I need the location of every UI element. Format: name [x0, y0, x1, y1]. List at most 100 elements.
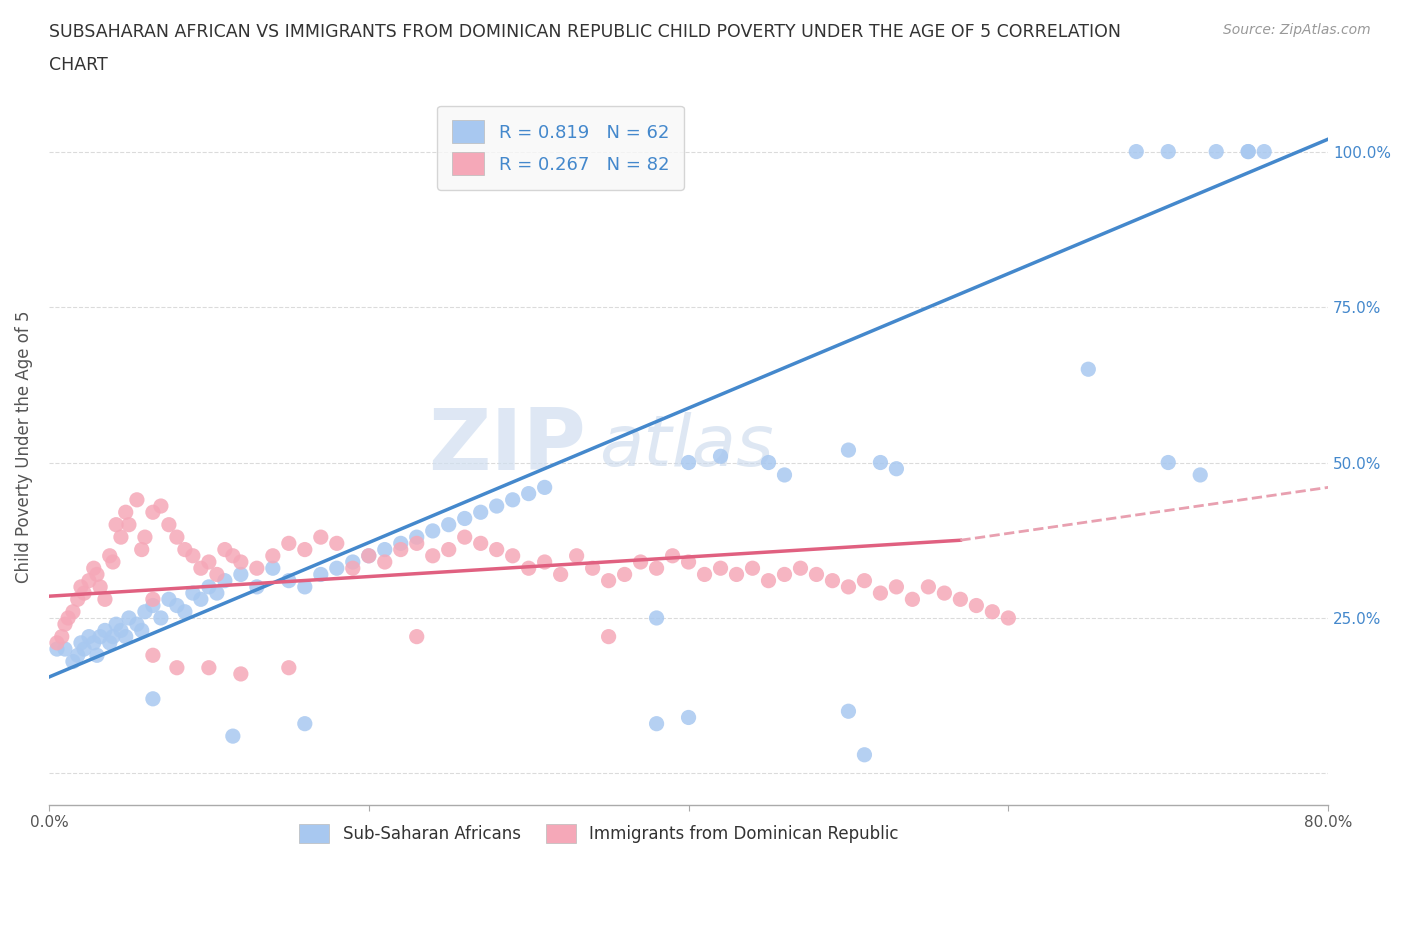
Point [454, 530, 477, 545]
Point [46, 642, 69, 657]
Point [53, 617, 76, 631]
Point [533, 480, 555, 495]
Point [77, 573, 100, 588]
Point [83, 635, 105, 650]
Point [1125, 144, 1147, 159]
Point [134, 604, 156, 619]
Point [83, 561, 105, 576]
Point [437, 517, 460, 532]
Point [198, 660, 221, 675]
Point [105, 517, 128, 532]
Point [342, 561, 364, 576]
Point [246, 579, 269, 594]
Point [997, 610, 1019, 625]
Point [277, 660, 299, 675]
Point [222, 729, 245, 744]
Point [901, 591, 924, 606]
Point [222, 549, 245, 564]
Point [949, 591, 972, 606]
Point [598, 630, 620, 644]
Point [758, 455, 780, 470]
Point [806, 567, 828, 582]
Point [678, 455, 700, 470]
Point [550, 567, 572, 582]
Point [229, 567, 252, 582]
Point [149, 610, 172, 625]
Point [86, 567, 108, 582]
Point [66, 591, 89, 606]
Point [142, 505, 165, 520]
Point [502, 549, 524, 564]
Point [981, 604, 1004, 619]
Point [157, 517, 180, 532]
Point [142, 691, 165, 706]
Point [77, 630, 100, 644]
Point [837, 443, 859, 458]
Point [709, 561, 731, 576]
Point [134, 530, 156, 545]
Point [277, 573, 299, 588]
Point [598, 573, 620, 588]
Point [613, 567, 636, 582]
Text: Source: ZipAtlas.com: Source: ZipAtlas.com [1223, 23, 1371, 37]
Point [821, 573, 844, 588]
Point [110, 530, 132, 545]
Point [181, 586, 204, 601]
Point [62, 654, 84, 669]
Point [246, 561, 269, 576]
Point [422, 549, 444, 564]
Point [173, 542, 195, 557]
Point [422, 524, 444, 538]
Point [661, 549, 683, 564]
Point [1077, 362, 1099, 377]
Point [205, 586, 228, 601]
Point [262, 549, 284, 564]
Point [62, 604, 84, 619]
Point [309, 530, 332, 545]
Point [678, 710, 700, 724]
Point [1157, 144, 1180, 159]
Point [131, 623, 153, 638]
Point [98, 549, 121, 564]
Point [294, 542, 316, 557]
Point [934, 586, 956, 601]
Point [142, 591, 165, 606]
Point [374, 554, 396, 569]
Point [114, 630, 136, 644]
Point [101, 630, 124, 644]
Point [357, 549, 380, 564]
Point [98, 635, 121, 650]
Point [789, 561, 811, 576]
Point [114, 505, 136, 520]
Point [125, 492, 148, 507]
Point [73, 586, 96, 601]
Point [70, 579, 93, 594]
Point [309, 567, 332, 582]
Point [214, 542, 236, 557]
Point [389, 536, 412, 551]
Point [277, 536, 299, 551]
Point [53, 642, 76, 657]
Point [773, 567, 796, 582]
Point [51, 630, 73, 644]
Point [869, 455, 891, 470]
Point [454, 512, 477, 526]
Point [86, 648, 108, 663]
Point [693, 567, 716, 582]
Point [725, 567, 748, 582]
Point [1189, 468, 1212, 483]
Text: ZIP: ZIP [429, 405, 586, 488]
Point [405, 630, 427, 644]
Point [678, 554, 700, 569]
Point [517, 561, 540, 576]
Point [229, 667, 252, 682]
Point [853, 573, 876, 588]
Point [437, 542, 460, 557]
Point [741, 561, 763, 576]
Point [357, 549, 380, 564]
Point [46, 635, 69, 650]
Point [198, 554, 221, 569]
Point [190, 591, 212, 606]
Point [853, 748, 876, 763]
Point [709, 449, 731, 464]
